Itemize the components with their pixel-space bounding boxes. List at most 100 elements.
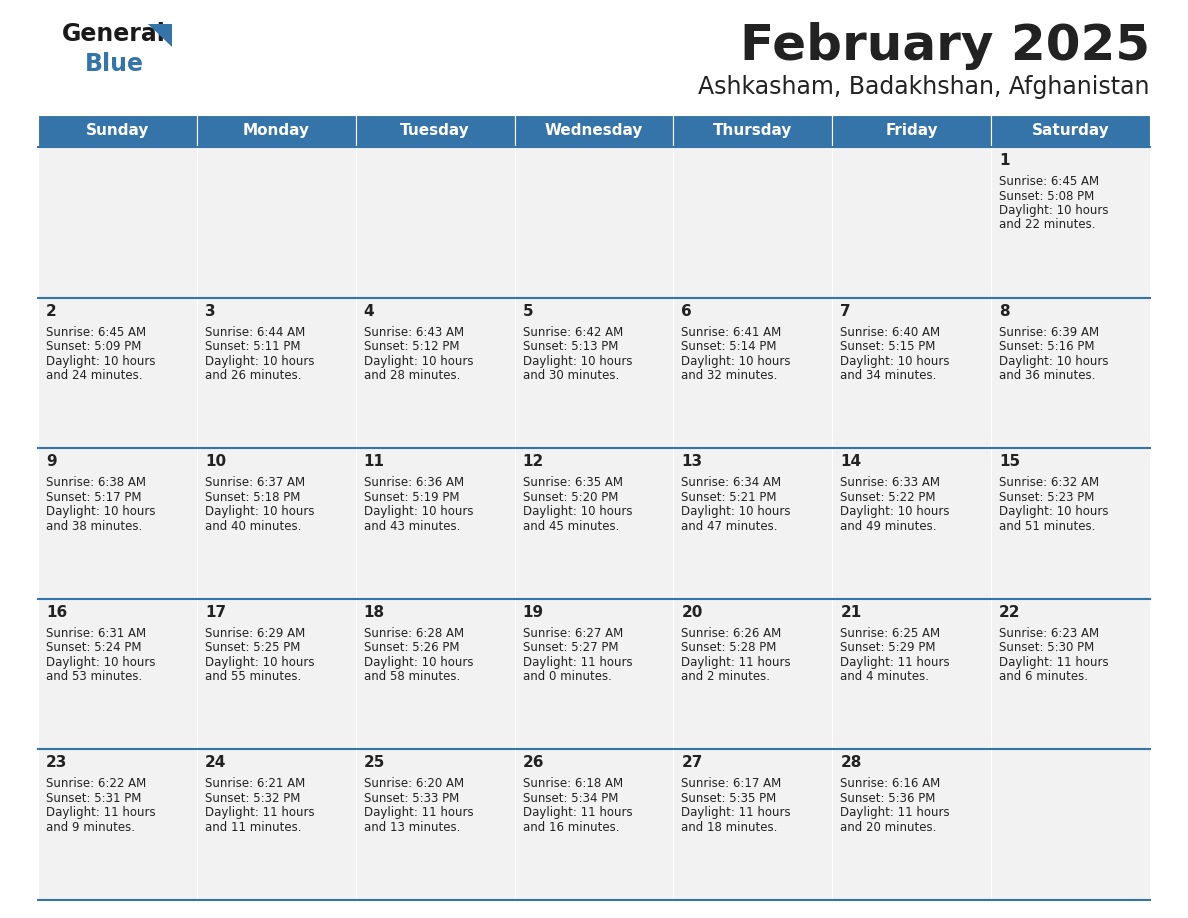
FancyBboxPatch shape bbox=[674, 115, 833, 147]
FancyBboxPatch shape bbox=[38, 115, 197, 147]
FancyBboxPatch shape bbox=[197, 115, 355, 147]
Text: 9: 9 bbox=[46, 454, 57, 469]
Text: Sunset: 5:11 PM: Sunset: 5:11 PM bbox=[204, 340, 301, 353]
Text: Daylight: 10 hours: Daylight: 10 hours bbox=[999, 505, 1108, 518]
Text: Sunrise: 6:45 AM: Sunrise: 6:45 AM bbox=[999, 175, 1099, 188]
Text: Wednesday: Wednesday bbox=[545, 124, 643, 139]
Text: Daylight: 11 hours: Daylight: 11 hours bbox=[999, 655, 1108, 669]
Text: Sunrise: 6:26 AM: Sunrise: 6:26 AM bbox=[682, 627, 782, 640]
Text: 6: 6 bbox=[682, 304, 693, 319]
FancyBboxPatch shape bbox=[355, 115, 514, 147]
Text: General: General bbox=[62, 22, 166, 46]
Text: Thursday: Thursday bbox=[713, 124, 792, 139]
Text: 3: 3 bbox=[204, 304, 215, 319]
Text: Sunrise: 6:29 AM: Sunrise: 6:29 AM bbox=[204, 627, 305, 640]
FancyBboxPatch shape bbox=[991, 599, 1150, 749]
FancyBboxPatch shape bbox=[38, 599, 197, 749]
Text: Sunset: 5:13 PM: Sunset: 5:13 PM bbox=[523, 340, 618, 353]
FancyBboxPatch shape bbox=[514, 749, 674, 900]
Text: 23: 23 bbox=[46, 756, 68, 770]
FancyBboxPatch shape bbox=[38, 147, 197, 297]
Text: Sunrise: 6:20 AM: Sunrise: 6:20 AM bbox=[364, 778, 463, 790]
Text: 1: 1 bbox=[999, 153, 1010, 168]
Text: Daylight: 10 hours: Daylight: 10 hours bbox=[523, 505, 632, 518]
Text: Sunset: 5:36 PM: Sunset: 5:36 PM bbox=[840, 792, 936, 805]
Text: and 2 minutes.: and 2 minutes. bbox=[682, 670, 771, 683]
Text: Sunrise: 6:43 AM: Sunrise: 6:43 AM bbox=[364, 326, 463, 339]
Text: Sunset: 5:24 PM: Sunset: 5:24 PM bbox=[46, 642, 141, 655]
Text: Sunset: 5:29 PM: Sunset: 5:29 PM bbox=[840, 642, 936, 655]
Text: and 4 minutes.: and 4 minutes. bbox=[840, 670, 929, 683]
Text: Monday: Monday bbox=[242, 124, 310, 139]
Text: 18: 18 bbox=[364, 605, 385, 620]
Text: 13: 13 bbox=[682, 454, 702, 469]
FancyBboxPatch shape bbox=[514, 297, 674, 448]
Text: Daylight: 11 hours: Daylight: 11 hours bbox=[682, 655, 791, 669]
FancyBboxPatch shape bbox=[355, 749, 514, 900]
Text: Sunrise: 6:17 AM: Sunrise: 6:17 AM bbox=[682, 778, 782, 790]
Text: Sunrise: 6:44 AM: Sunrise: 6:44 AM bbox=[204, 326, 305, 339]
Text: Sunset: 5:15 PM: Sunset: 5:15 PM bbox=[840, 340, 936, 353]
FancyBboxPatch shape bbox=[833, 297, 991, 448]
Polygon shape bbox=[148, 24, 172, 47]
FancyBboxPatch shape bbox=[197, 448, 355, 599]
FancyBboxPatch shape bbox=[514, 115, 674, 147]
Text: Daylight: 10 hours: Daylight: 10 hours bbox=[46, 354, 156, 367]
Text: Daylight: 10 hours: Daylight: 10 hours bbox=[46, 655, 156, 669]
FancyBboxPatch shape bbox=[197, 599, 355, 749]
Text: 12: 12 bbox=[523, 454, 544, 469]
FancyBboxPatch shape bbox=[197, 749, 355, 900]
Text: Sunset: 5:26 PM: Sunset: 5:26 PM bbox=[364, 642, 460, 655]
Text: 16: 16 bbox=[46, 605, 68, 620]
Text: Daylight: 10 hours: Daylight: 10 hours bbox=[999, 354, 1108, 367]
Text: and 6 minutes.: and 6 minutes. bbox=[999, 670, 1088, 683]
Text: 4: 4 bbox=[364, 304, 374, 319]
Text: and 24 minutes.: and 24 minutes. bbox=[46, 369, 143, 382]
Text: 21: 21 bbox=[840, 605, 861, 620]
Text: 27: 27 bbox=[682, 756, 703, 770]
FancyBboxPatch shape bbox=[674, 147, 833, 297]
Text: Daylight: 10 hours: Daylight: 10 hours bbox=[523, 354, 632, 367]
Text: Tuesday: Tuesday bbox=[400, 124, 470, 139]
Text: Sunrise: 6:42 AM: Sunrise: 6:42 AM bbox=[523, 326, 623, 339]
FancyBboxPatch shape bbox=[38, 749, 197, 900]
Text: 2: 2 bbox=[46, 304, 57, 319]
FancyBboxPatch shape bbox=[674, 749, 833, 900]
FancyBboxPatch shape bbox=[38, 448, 197, 599]
Text: Daylight: 11 hours: Daylight: 11 hours bbox=[46, 806, 156, 820]
Text: 11: 11 bbox=[364, 454, 385, 469]
Text: Sunrise: 6:40 AM: Sunrise: 6:40 AM bbox=[840, 326, 941, 339]
Text: Sunrise: 6:27 AM: Sunrise: 6:27 AM bbox=[523, 627, 623, 640]
Text: 20: 20 bbox=[682, 605, 703, 620]
Text: Daylight: 10 hours: Daylight: 10 hours bbox=[204, 505, 315, 518]
Text: Sunset: 5:16 PM: Sunset: 5:16 PM bbox=[999, 340, 1094, 353]
Text: Sunset: 5:12 PM: Sunset: 5:12 PM bbox=[364, 340, 460, 353]
Text: Sunset: 5:35 PM: Sunset: 5:35 PM bbox=[682, 792, 777, 805]
Text: Sunrise: 6:39 AM: Sunrise: 6:39 AM bbox=[999, 326, 1099, 339]
Text: 26: 26 bbox=[523, 756, 544, 770]
Text: and 18 minutes.: and 18 minutes. bbox=[682, 821, 778, 834]
FancyBboxPatch shape bbox=[355, 147, 514, 297]
FancyBboxPatch shape bbox=[674, 297, 833, 448]
FancyBboxPatch shape bbox=[355, 297, 514, 448]
Text: Daylight: 11 hours: Daylight: 11 hours bbox=[840, 806, 950, 820]
FancyBboxPatch shape bbox=[514, 448, 674, 599]
Text: and 45 minutes.: and 45 minutes. bbox=[523, 520, 619, 532]
Text: Daylight: 10 hours: Daylight: 10 hours bbox=[682, 354, 791, 367]
Text: Sunset: 5:27 PM: Sunset: 5:27 PM bbox=[523, 642, 618, 655]
Text: Sunrise: 6:31 AM: Sunrise: 6:31 AM bbox=[46, 627, 146, 640]
Text: Sunday: Sunday bbox=[86, 124, 150, 139]
Text: 28: 28 bbox=[840, 756, 861, 770]
Text: and 36 minutes.: and 36 minutes. bbox=[999, 369, 1095, 382]
Text: and 40 minutes.: and 40 minutes. bbox=[204, 520, 302, 532]
FancyBboxPatch shape bbox=[38, 297, 197, 448]
Text: Sunset: 5:33 PM: Sunset: 5:33 PM bbox=[364, 792, 459, 805]
Text: Daylight: 10 hours: Daylight: 10 hours bbox=[364, 505, 473, 518]
Text: and 49 minutes.: and 49 minutes. bbox=[840, 520, 937, 532]
Text: Sunrise: 6:18 AM: Sunrise: 6:18 AM bbox=[523, 778, 623, 790]
Text: Daylight: 11 hours: Daylight: 11 hours bbox=[523, 806, 632, 820]
Text: and 26 minutes.: and 26 minutes. bbox=[204, 369, 302, 382]
Text: and 38 minutes.: and 38 minutes. bbox=[46, 520, 143, 532]
Text: and 43 minutes.: and 43 minutes. bbox=[364, 520, 460, 532]
Text: Sunrise: 6:32 AM: Sunrise: 6:32 AM bbox=[999, 476, 1099, 489]
